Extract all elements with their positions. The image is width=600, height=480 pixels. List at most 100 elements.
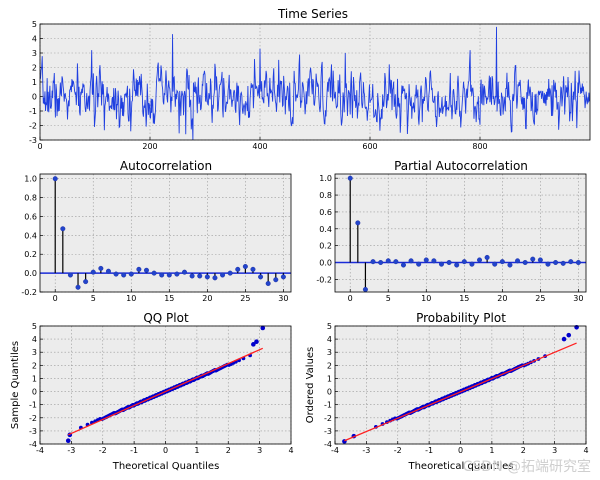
qq-xtick-label: 0 (163, 446, 168, 455)
qq-ytick-label: 2 (32, 361, 37, 370)
prob-ytick-label: 4 (327, 335, 332, 344)
prob-ytick-label: 5 (327, 322, 332, 331)
pacf-stem-marker (400, 262, 406, 268)
acf-stem-marker (212, 275, 218, 281)
qq-xtick-label: 1 (194, 446, 199, 455)
qq-outlier-point (65, 438, 71, 444)
pacf-stem-marker (545, 261, 551, 267)
acf-xtick-label: 5 (91, 294, 96, 303)
pacf-stem-marker (515, 258, 521, 264)
qq-outlier-point (251, 342, 256, 347)
watermark: CSDN @拓端研究室 (463, 458, 591, 475)
prob-xtick-label: 4 (583, 446, 588, 455)
prob-axes-frame (334, 325, 587, 445)
ts-xtick-label: 800 (472, 142, 487, 151)
acf-stem-marker (52, 176, 58, 182)
prob-title: Probability Plot (416, 311, 506, 325)
pacf-title: Partial Autocorrelation (394, 159, 528, 173)
pacf-ytick-label: 0.2 (319, 242, 332, 251)
prob-outlier-point (561, 336, 567, 342)
prob-ytick-label: -4 (324, 440, 332, 449)
pacf-stem-marker (393, 259, 399, 265)
acf-stem-marker (197, 273, 203, 279)
qq-ytick-label: 3 (32, 348, 37, 357)
prob-ylabel: Ordered Values (305, 347, 316, 424)
acf-axes-frame (39, 173, 292, 293)
ts-ytick-label: 0 (32, 93, 37, 102)
pacf-ytick-label: 0.8 (319, 191, 332, 200)
pacf-xtick-label: 20 (497, 294, 507, 303)
acf-stem-marker (90, 269, 96, 275)
qq-xtick-label: -1 (130, 446, 138, 455)
ts-ytick-label: -1 (29, 107, 37, 116)
acf-ytick-label: 0.2 (24, 250, 37, 259)
acf-stem-marker (83, 279, 89, 285)
qq-xtick-label: -3 (67, 446, 75, 455)
qq-outlier-point (260, 325, 266, 331)
qq-ytick-label: -3 (29, 427, 37, 436)
pacf-plot-background (335, 174, 586, 292)
prob-xtick-label: 3 (552, 446, 557, 455)
qq-xtick-label: -4 (36, 446, 44, 455)
acf-stem-marker (174, 271, 180, 277)
acf-ytick-label: 0.4 (24, 231, 37, 240)
pacf-stem-marker (492, 261, 498, 267)
qq-ytick-label: 0 (32, 388, 37, 397)
qq-ytick-label: 5 (32, 322, 37, 331)
prob-xtick-label: 1 (489, 446, 494, 455)
ts-title: Time Series (277, 7, 348, 21)
ts-xtick-label: 200 (142, 142, 157, 151)
ts-ytick-label: 2 (32, 64, 37, 73)
pacf-stem-marker (537, 257, 543, 263)
qq-ytick-label: -4 (29, 440, 37, 449)
acf-ytick-label: 0.0 (24, 269, 37, 278)
pacf-stem-marker (507, 262, 513, 268)
pacf-xtick-label: 15 (459, 294, 469, 303)
pacf-stem-marker (385, 258, 391, 264)
qq-title: QQ Plot (143, 311, 189, 325)
acf-stem-marker (242, 264, 248, 270)
ts-ytick-label: 3 (32, 49, 37, 58)
acf-stem-marker (189, 273, 195, 279)
acf-stem-marker (98, 265, 104, 271)
qq-xtick-label: 3 (257, 446, 262, 455)
acf-stem-marker (250, 266, 256, 272)
ts-ytick-label: -3 (29, 136, 37, 145)
pacf-ytick-label: 0.4 (319, 225, 332, 234)
pacf-stem-marker (438, 261, 444, 267)
acf-xtick-label: 25 (240, 294, 250, 303)
pacf-ytick-label: 0.0 (319, 259, 332, 268)
prob-xtick-label: 2 (521, 446, 526, 455)
ts-series-line (39, 26, 590, 141)
ts-xtick-label: 0 (37, 142, 42, 151)
pacf-xtick-label: 0 (348, 294, 353, 303)
acf-stem-marker (60, 226, 66, 232)
acf-xtick-label: 30 (278, 294, 288, 303)
pacf-stem-marker (469, 261, 475, 267)
prob-ytick-label: 1 (327, 374, 332, 383)
acf-stem-marker (166, 272, 172, 278)
acf-stem-marker (67, 272, 73, 278)
pacf-xtick-label: 10 (421, 294, 431, 303)
acf-stem-marker (265, 281, 271, 287)
prob-ytick-label: -2 (324, 414, 332, 423)
acf-stem-marker (113, 271, 119, 277)
ts-xtick-label: 600 (362, 142, 377, 151)
acf-stem-marker (280, 274, 286, 280)
pacf-stem-marker (378, 260, 384, 266)
pacf-stem-marker (347, 175, 353, 181)
acf-title: Autocorrelation (120, 159, 212, 173)
acf-stem-marker (220, 272, 226, 278)
acf-stem-marker (227, 270, 233, 276)
ts-ytick-label: 4 (32, 35, 37, 44)
pacf-stem-marker (416, 261, 422, 267)
qq-ylabel: Sample Quantiles (10, 341, 21, 429)
pacf-stem-marker (499, 259, 505, 265)
prob-ytick-label: 0 (327, 388, 332, 397)
prob-ytick-label: -1 (324, 401, 332, 410)
acf-stem-marker (136, 266, 142, 272)
prob-reference-line (344, 342, 577, 442)
pacf-stem-marker (575, 260, 581, 266)
pacf-stem-marker (477, 257, 483, 263)
